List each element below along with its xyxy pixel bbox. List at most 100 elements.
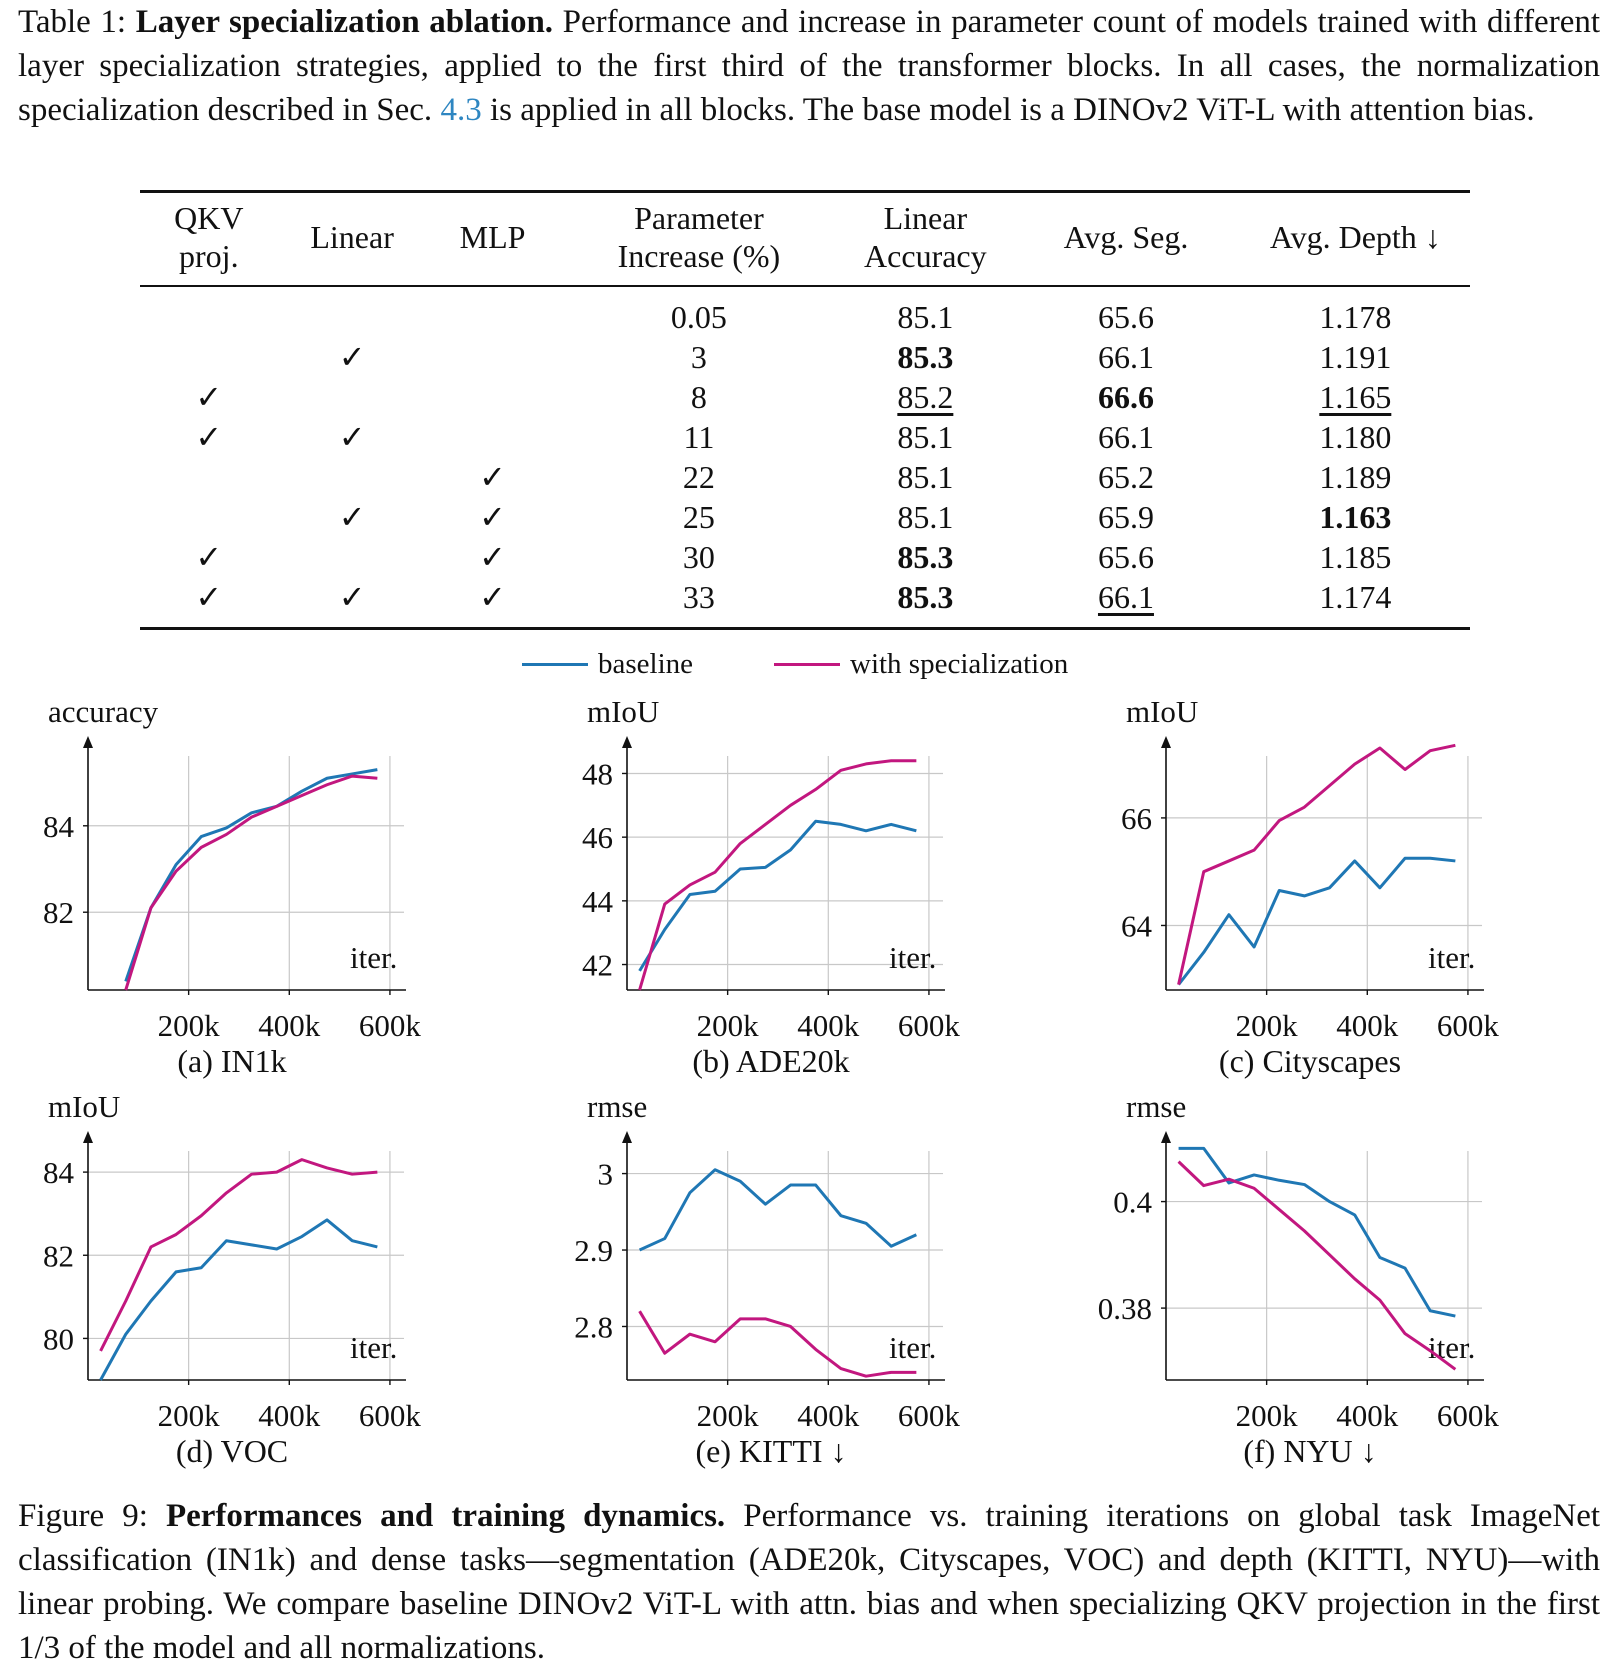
param-cell: 0.05 (670, 299, 727, 335)
x-tick-label: 600k (1437, 1398, 1500, 1433)
header-linear: Linear (310, 219, 394, 255)
y-tick-label: 44 (582, 884, 614, 919)
chart-title: (b) ADE20k (692, 1043, 849, 1079)
param-cell: 25 (682, 499, 715, 535)
x-tick-label: 400k (258, 1398, 321, 1433)
table-caption: Table 1: Layer specialization ablation. … (18, 0, 1600, 132)
y-tick-label: 80 (43, 1321, 74, 1356)
series-line-baseline (638, 819, 917, 972)
y-tick-label: 84 (43, 809, 75, 844)
chart-panel-5: 200k 400k 600k 2.8 2.9 3 rmse iter. (e) KITTI ↓ (574, 1089, 960, 1469)
x-tick-label: 600k (359, 1008, 422, 1043)
legend-swatch-baseline (522, 663, 588, 666)
acc-cell: 85.1 (897, 459, 954, 495)
linear-check: ✓ (338, 499, 366, 535)
chart-panel-6: 200k 400k 600k 0.38 0.4 rmse iter. (f) NYU ↓ (1098, 1089, 1500, 1469)
seg-cell: 65.6 (1097, 539, 1154, 575)
series-line-baseline (638, 1168, 917, 1252)
y-tick-label: 84 (43, 1155, 75, 1190)
y-axis-arrow (83, 736, 93, 748)
x-tick-label: 200k (697, 1398, 760, 1433)
y-tick-label: 2.9 (574, 1233, 613, 1268)
x-tick-label: 600k (898, 1398, 961, 1433)
param-cell: 11 (683, 419, 715, 455)
table-row: ✓ 22 85.1 65.2 1.189 (140, 457, 1470, 497)
y-axis-arrow (622, 1131, 632, 1143)
y-axis-arrow (1161, 1131, 1171, 1143)
seg-cell: 65.2 (1097, 459, 1154, 495)
x-tick-label: 400k (1336, 1398, 1399, 1433)
series-line-specialization (638, 1310, 917, 1378)
series-line-baseline (1178, 1146, 1456, 1318)
seg-cell: 66.6 (1097, 379, 1154, 415)
figure-caption-label: Figure 9: (18, 1498, 148, 1534)
series-line-baseline (99, 1218, 378, 1381)
series-line-specialization (124, 774, 378, 991)
acc-cell: 85.3 (897, 339, 954, 375)
table-row: ✓ ✓ 30 85.3 65.6 1.185 (140, 537, 1470, 577)
depth-cell: 1.185 (1319, 539, 1392, 575)
table-row: ✓ 3 85.3 66.1 1.191 (140, 337, 1470, 377)
depth-cell: 1.180 (1319, 419, 1392, 455)
chart-title: (e) KITTI ↓ (695, 1433, 846, 1469)
y-tick-label: 46 (582, 820, 613, 855)
linear-check: ✓ (338, 579, 366, 615)
x-tick-label: 200k (1236, 1398, 1299, 1433)
y-tick-label: 82 (43, 1238, 74, 1273)
seg-cell: 66.1 (1097, 579, 1154, 615)
x-axis-label: iter. (350, 1330, 397, 1365)
y-axis-arrow (1161, 736, 1171, 748)
series-line-baseline (1177, 856, 1456, 986)
table-row: ✓ ✓ 11 85.1 66.1 1.180 (140, 417, 1470, 457)
chart-title: (a) IN1k (177, 1043, 286, 1079)
series-line-specialization (1177, 743, 1456, 985)
table-row: 0.05 85.1 65.6 1.178 (140, 286, 1470, 337)
x-tick-label: 600k (1437, 1008, 1500, 1043)
x-axis-label: iter. (1428, 1330, 1475, 1365)
legend-label-specialization: with specialization (850, 648, 1069, 680)
x-tick-label: 400k (1336, 1008, 1399, 1043)
chart-title: (f) NYU ↓ (1243, 1433, 1376, 1469)
acc-cell: 85.2 (897, 379, 954, 415)
table-row: ✓ 8 85.2 66.6 1.165 (140, 377, 1470, 417)
mlp-check: ✓ (479, 579, 506, 615)
linear-check: ✓ (338, 419, 366, 455)
series-line-specialization (1177, 1160, 1457, 1371)
depth-cell: 1.189 (1319, 459, 1392, 495)
y-tick-label: 3 (598, 1157, 614, 1192)
acc-cell: 85.1 (897, 419, 954, 455)
series-line-baseline (124, 768, 378, 982)
legend-label-baseline: baseline (598, 648, 694, 680)
x-axis-label: iter. (889, 940, 936, 975)
figure-caption-text: Performance vs. training iterations on g… (18, 1498, 1601, 1666)
results-table: QKV proj. Linear MLP Parameter Increase (%… (140, 190, 1470, 630)
y-tick-label: 0.4 (1113, 1185, 1152, 1220)
section-reference-link[interactable]: 4.3 (440, 92, 482, 128)
depth-cell: 1.178 (1319, 299, 1392, 335)
y-axis-arrow (622, 736, 632, 748)
x-tick-label: 200k (158, 1398, 221, 1433)
y-tick-label: 64 (1121, 908, 1153, 943)
x-axis-label: iter. (350, 940, 397, 975)
mlp-check: ✓ (479, 499, 506, 535)
qkv-check: ✓ (195, 419, 223, 455)
chart-panel-3: 200k 400k 600k 64 66 mIoU iter. (c) Cityscapes (1121, 694, 1499, 1079)
y-axis-label: mIoU (48, 1089, 120, 1124)
header-mlp: MLP (459, 219, 526, 255)
chart-panel-1: 200k 400k 600k 82 84 accuracy iter. (a) IN1k (43, 694, 421, 1079)
x-tick-label: 600k (359, 1398, 422, 1433)
table-header-row: QKV proj. Linear MLP Parameter Increase (%… (140, 191, 1470, 286)
table-caption-label: Table 1: (18, 4, 127, 40)
param-cell: 30 (682, 539, 715, 575)
table-caption-text: Performance and increase in parameter co… (18, 4, 1601, 128)
acc-cell: 85.3 (897, 539, 954, 575)
seg-cell: 66.1 (1097, 339, 1154, 375)
seg-cell: 65.9 (1097, 499, 1154, 535)
y-axis-label: rmse (1126, 1089, 1186, 1124)
x-tick-label: 200k (697, 1008, 760, 1043)
y-tick-label: 66 (1121, 801, 1152, 836)
y-tick-label: 42 (582, 948, 613, 983)
header-qkv-proj: QKV proj. (174, 200, 244, 274)
chart-panel-4: 200k 400k 600k 80 82 84 mIoU iter. (d) VOC (43, 1089, 421, 1469)
x-tick-label: 200k (158, 1008, 221, 1043)
